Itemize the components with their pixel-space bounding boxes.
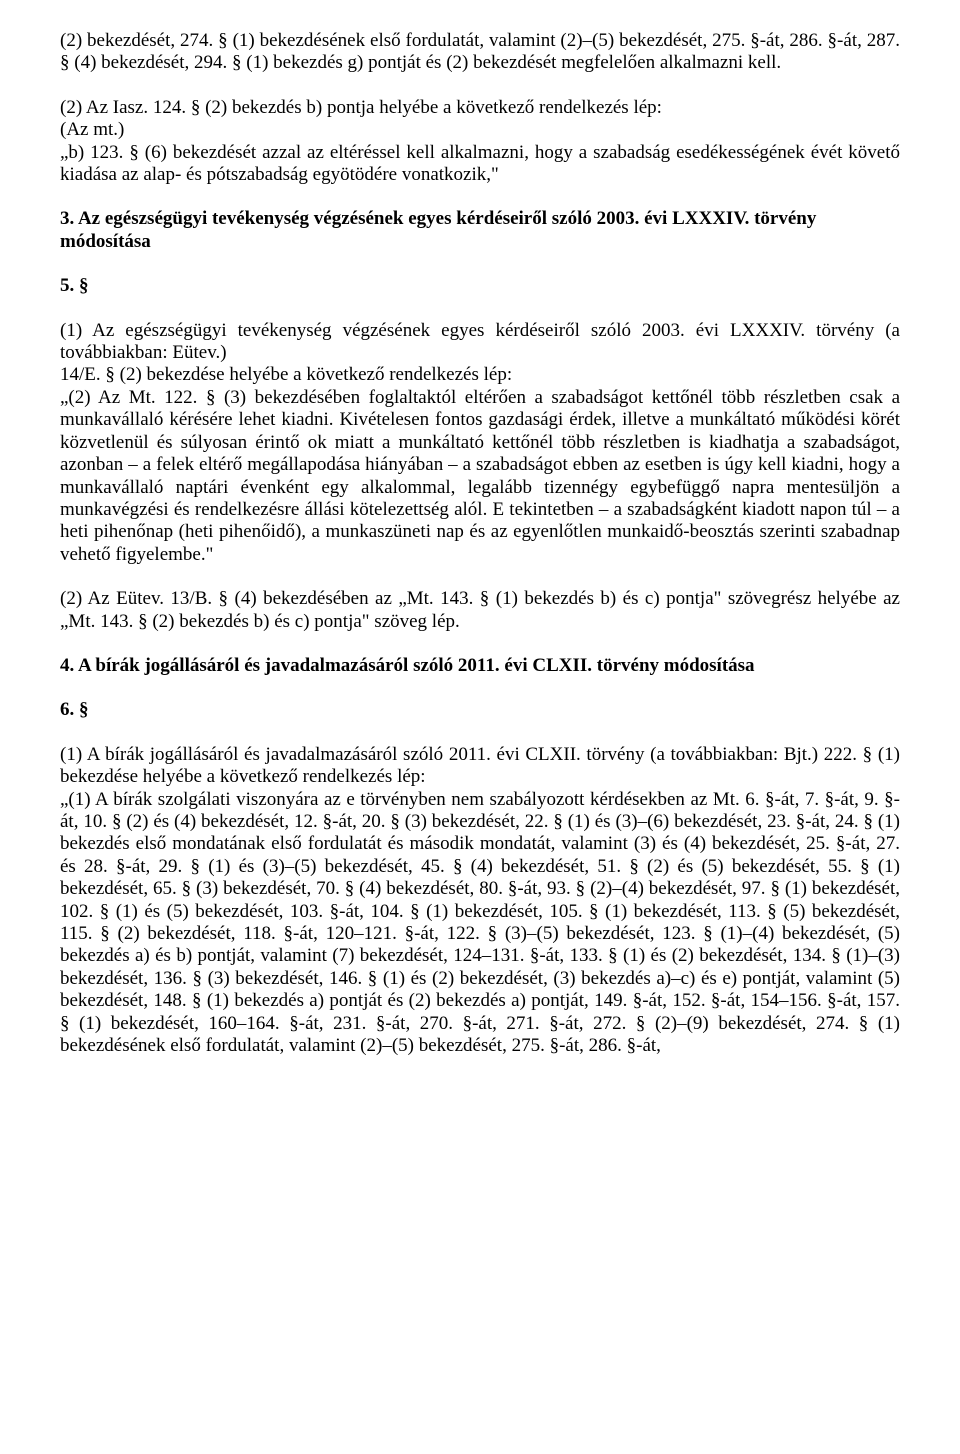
section-number-6: 6. § <box>60 699 900 721</box>
paragraph-iasz-124: (2) Az Iasz. 124. § (2) bekezdés b) pont… <box>60 97 900 187</box>
paragraph-bjt-222: (1) A bírák jogállásáról és javadalmazás… <box>60 744 900 1058</box>
section-heading-4: 4. A bírák jogállásáról és javadalmazásá… <box>60 655 900 677</box>
section-heading-3: 3. Az egészségügyi tevékenység végzéséne… <box>60 208 900 253</box>
paragraph-eutev-14e: (1) Az egészségügyi tevékenység végzésén… <box>60 320 900 566</box>
paragraph-eutev-13b: (2) Az Eütev. 13/B. § (4) bekezdésében a… <box>60 588 900 633</box>
section-number-5: 5. § <box>60 275 900 297</box>
paragraph-intro-continuation: (2) bekezdését, 274. § (1) bekezdésének … <box>60 30 900 75</box>
